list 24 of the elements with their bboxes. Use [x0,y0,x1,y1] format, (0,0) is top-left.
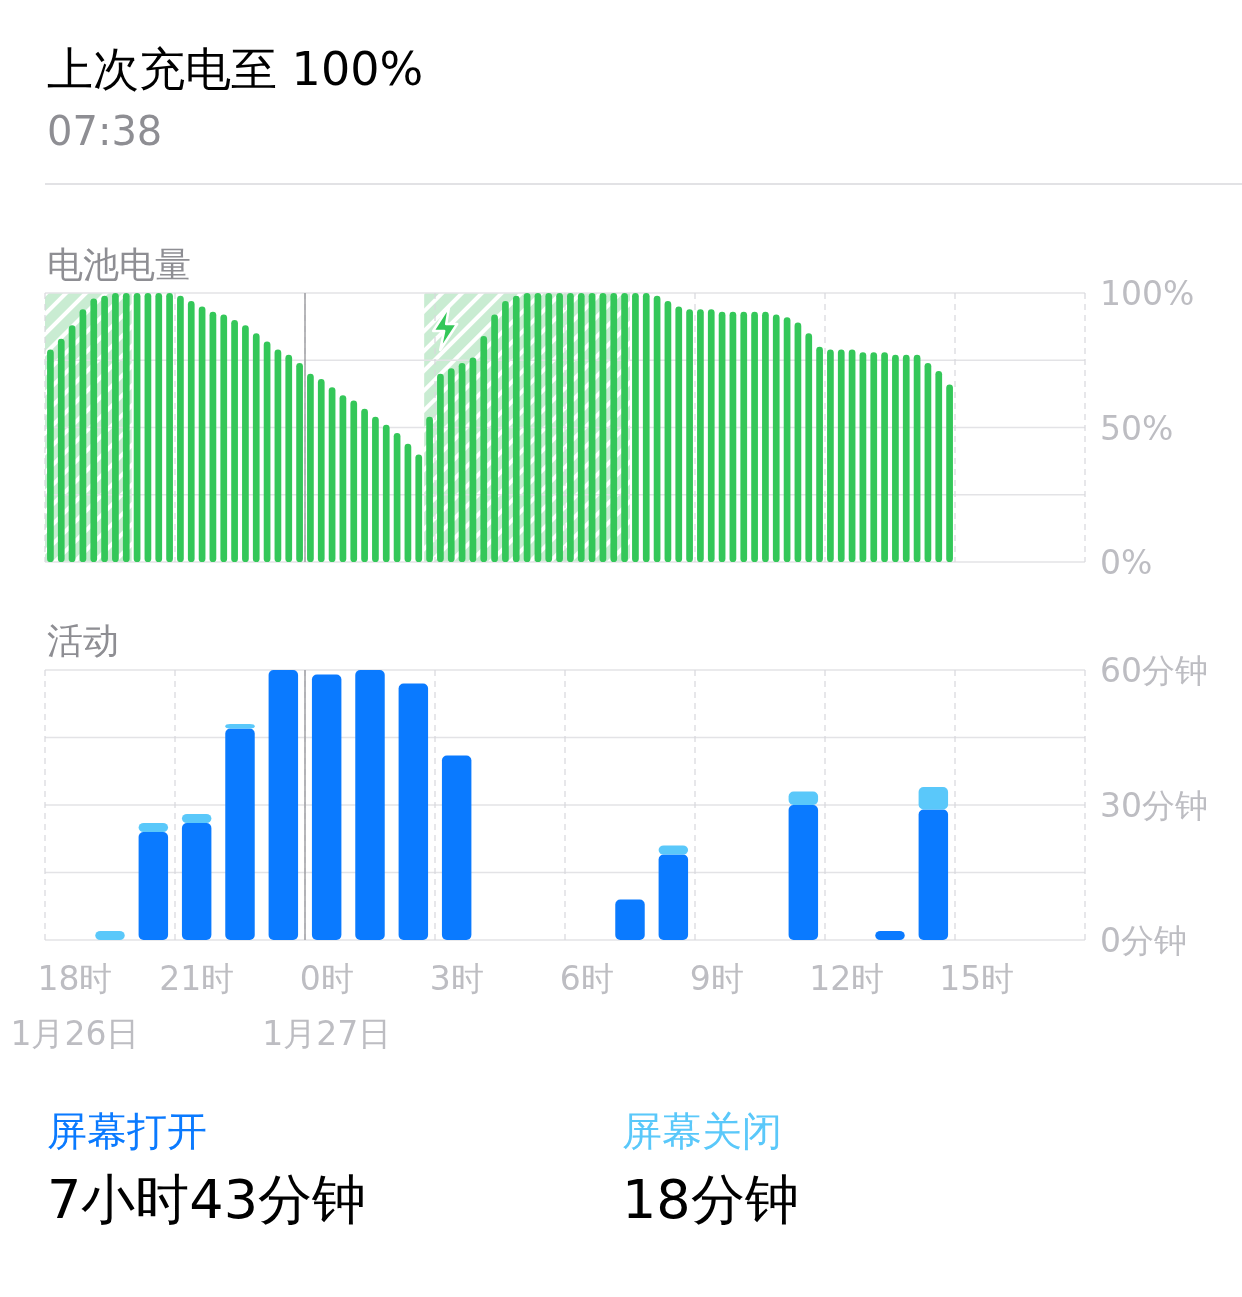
legend: 屏幕关闭 [622,1108,782,1154]
x-tick: 12时 [809,959,885,998]
x-tick: 15时 [939,959,1015,998]
x-tick: 1月26日 [10,1014,140,1053]
x-tick: 0时 [299,959,354,998]
y-tick: 100% [1100,274,1195,313]
title: 活动 [47,620,119,661]
annotation: 7小时43分钟 [47,1168,367,1231]
annotation: 07:38 [47,108,163,154]
title: 电池电量 [47,244,191,285]
y-tick: 30分钟 [1100,786,1208,825]
x-tick: 1月27日 [262,1014,392,1053]
x-tick: 3时 [429,959,484,998]
y-tick: 0分钟 [1100,921,1187,960]
y-tick: 60分钟 [1100,651,1208,690]
legend: 屏幕打开 [47,1108,207,1154]
x-tick: 9时 [689,959,744,998]
x-tick: 6时 [559,959,614,998]
y-tick: 0% [1100,543,1153,582]
annotation: 上次充电至 100% [47,42,424,96]
x-tick: 21时 [159,959,235,998]
annotation: 18分钟 [622,1168,799,1231]
x-tick: 18时 [37,959,113,998]
y-tick: 50% [1100,408,1174,448]
